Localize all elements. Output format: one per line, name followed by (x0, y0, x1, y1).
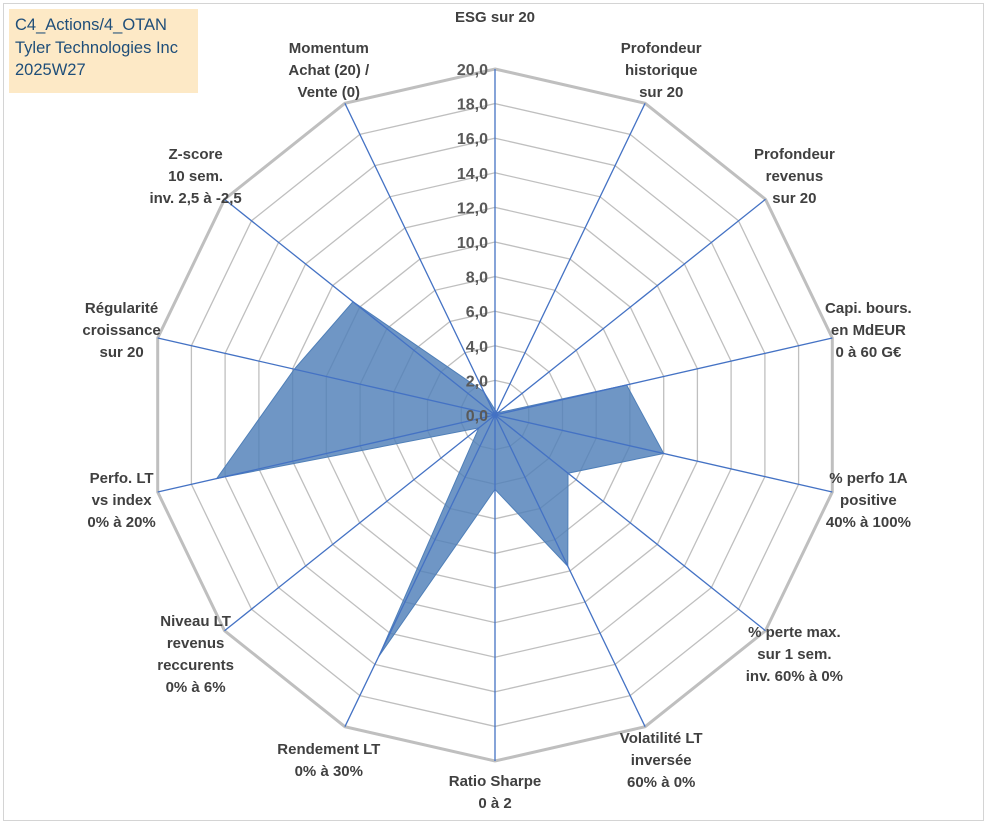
axis-label-7: Ratio Sharpe 0 à 2 (449, 773, 542, 812)
axis-label-line: % perfo 1A (829, 470, 908, 487)
axis-label-line: revenus (766, 168, 824, 185)
info-box: C4_Actions/4_OTAN Tyler Technologies Inc… (9, 9, 198, 93)
axis-label-6: Volatilité LT inversée 60% à 0% (620, 730, 703, 791)
axis-label-line: Profondeur (754, 146, 835, 163)
axis-label-5: % perte max. sur 1 sem. inv. 60% à 0% (746, 624, 843, 685)
axis-label-line: vs index (92, 492, 153, 509)
axis-label-line: 0% à 20% (87, 514, 155, 531)
axis-spoke-12 (224, 198, 496, 416)
info-line-company: Tyler Technologies Inc (15, 38, 178, 57)
axis-label-1: Profondeur historique sur 20 (621, 40, 702, 101)
axis-label-4: % perfo 1A positive 40% à 100% (826, 470, 911, 531)
tick-label: 0,0 (466, 408, 488, 425)
axis-label-line: inv. 60% à 0% (746, 668, 843, 685)
axis-label-line: 0 à 2 (478, 795, 511, 812)
tick-label: 20,0 (457, 62, 488, 79)
tick-label: 10,0 (457, 235, 488, 252)
axis-spoke-8 (344, 414, 496, 727)
axis-label-line: Vente (0) (298, 84, 361, 101)
axis-label-line: ESG sur 20 (455, 9, 535, 26)
axis-label-line: Z-score (169, 146, 223, 163)
axis-label-9: Niveau LT revenus reccurents 0% à 6% (157, 613, 234, 696)
axis-label-line: reccurents (157, 657, 234, 674)
axis-label-line: 10 sem. (168, 168, 223, 185)
axis-label-line: Achat (20) / (288, 62, 370, 79)
axis-label-line: Volatilité LT (620, 730, 703, 747)
tick-label: 2,0 (466, 373, 488, 390)
axis-label-8: Rendement LT 0% à 30% (277, 741, 380, 780)
axis-label-line: 0% à 30% (295, 763, 363, 780)
axis-label-3: Capi. bours. en MdEUR 0 à 60 G€ (825, 300, 912, 361)
axis-spoke-13 (344, 103, 496, 416)
axis-spoke-5 (494, 414, 766, 632)
axis-label-line: revenus (167, 635, 225, 652)
axis-spoke-10 (157, 414, 496, 493)
axis-label-line: Rendement LT (277, 741, 380, 758)
axis-label-line: positive (840, 492, 897, 509)
axis-spoke-11 (157, 337, 496, 416)
axis-spoke-1 (494, 103, 646, 416)
axis-label-line: sur 20 (99, 344, 143, 361)
axis-label-12: Z-score 10 sem. inv. 2,5 à -2,5 (149, 146, 241, 207)
axis-spoke-4 (494, 414, 833, 493)
axis-label-2: Profondeur revenus sur 20 (754, 146, 835, 207)
axis-label-11: Régularité croissance sur 20 (82, 300, 160, 361)
series-area (215, 301, 665, 657)
axis-label-line: 60% à 0% (627, 774, 695, 791)
axis-label-line: sur 20 (772, 190, 816, 207)
tick-label: 12,0 (457, 200, 488, 217)
axis-label-line: Régularité (85, 300, 158, 317)
chart-frame (3, 3, 984, 821)
axis-label-line: Momentum (289, 40, 369, 57)
tick-label: 14,0 (457, 166, 488, 183)
axis-label-10: Perfo. LT vs index 0% à 20% (87, 470, 155, 531)
axis-label-line: inversée (631, 752, 692, 769)
axis-label-line: Note (478, 0, 511, 4)
axis-spoke-9 (224, 414, 496, 632)
tick-label: 6,0 (466, 304, 488, 321)
axis-label-line: Niveau LT (160, 613, 231, 630)
axis-label-0: Note ESG sur 20 (455, 0, 535, 26)
axis-label-line: 40% à 100% (826, 514, 911, 531)
axis-label-line: sur 1 sem. (757, 646, 831, 663)
tick-label: 8,0 (466, 270, 488, 287)
tick-label: 16,0 (457, 131, 488, 148)
axis-spoke-2 (494, 198, 766, 416)
tick-label: 4,0 (466, 339, 488, 356)
axis-label-line: sur 20 (639, 84, 683, 101)
axis-label-line: croissance (82, 322, 160, 339)
axis-label-13: Momentum Achat (20) / Vente (0) (288, 40, 370, 101)
axis-label-line: % perte max. (748, 624, 841, 641)
axis-label-line: Perfo. LT (90, 470, 154, 487)
axis-layer (157, 69, 833, 761)
series-layer (215, 301, 665, 657)
axis-spoke-6 (494, 414, 646, 727)
axis-spoke-3 (494, 337, 833, 416)
axis-label-line: 0% à 6% (166, 679, 226, 696)
axis-label-line: historique (625, 62, 698, 79)
axis-label-line: en MdEUR (831, 322, 906, 339)
info-line-portfolio: C4_Actions/4_OTAN (15, 16, 167, 34)
axis-label-line: Capi. bours. (825, 300, 912, 317)
axis-label-line: 0 à 60 G€ (835, 344, 902, 361)
info-line-week: 2025W27 (15, 61, 86, 79)
tick-label: 18,0 (457, 97, 488, 114)
axis-label-line: inv. 2,5 à -2,5 (149, 190, 241, 207)
axis-label-line: Ratio Sharpe (449, 773, 542, 790)
tick-layer: 0,0 2,0 4,0 6,0 8,0 10,0 12,0 14,0 16,0 18,0 20,0 (457, 62, 488, 425)
label-layer: Note ESG sur 20 Profondeur historique sur 20… (82, 0, 911, 812)
axis-label-line: Profondeur (621, 40, 702, 57)
